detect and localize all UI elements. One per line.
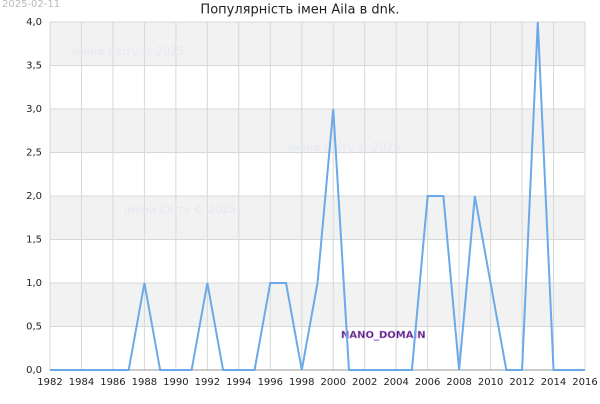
grid-band [50, 196, 585, 240]
x-tick-label: 1990 [163, 377, 188, 388]
y-tick-label: 4,0 [26, 17, 42, 28]
date-stamp: 2025-02-11 [2, 0, 60, 10]
grid-band [50, 22, 585, 66]
x-tick-label: 2010 [478, 377, 503, 388]
x-tick-label: 2000 [321, 377, 346, 388]
x-tick-label: 1982 [37, 377, 62, 388]
grid-band [50, 109, 585, 153]
x-tick-label: 2016 [572, 377, 597, 388]
x-tick-label: 2014 [541, 377, 566, 388]
x-tick-label: 2004 [383, 377, 408, 388]
grid-band [50, 283, 585, 327]
y-tick-label: 1,5 [26, 235, 42, 246]
x-tick-label: 1984 [69, 377, 94, 388]
x-tick-label: 1996 [258, 377, 283, 388]
x-tick-label: 1994 [226, 377, 251, 388]
y-tick-label: 1,0 [26, 278, 42, 289]
line-series [50, 21, 585, 371]
x-tick-label: 2012 [509, 377, 534, 388]
chart-title: Популярність імен Aila в dnk. [200, 3, 399, 18]
x-tick-label: 2006 [415, 377, 440, 388]
y-tick-label: 0,5 [26, 322, 42, 333]
x-tick-label: 1998 [289, 377, 314, 388]
badge: NANO_DOMAIN [341, 330, 426, 341]
watermark: Імена Світу © 2025 [288, 141, 400, 154]
y-tick-label: 0,0 [26, 365, 42, 376]
y-tick-label: 3,5 [26, 61, 42, 72]
y-tick-label: 2,0 [26, 191, 42, 202]
y-tick-label: 2,5 [26, 148, 42, 159]
watermark: Імена Світу © 2025 [72, 45, 184, 58]
watermark: Імена Світу © 2025 [124, 203, 236, 216]
x-tick-label: 2008 [446, 377, 471, 388]
y-tick-label: 3,0 [26, 104, 42, 115]
x-tick-label: 1992 [195, 377, 220, 388]
x-tick-label: 2002 [352, 377, 377, 388]
x-tick-label: 1988 [132, 377, 157, 388]
x-tick-label: 1986 [100, 377, 125, 388]
